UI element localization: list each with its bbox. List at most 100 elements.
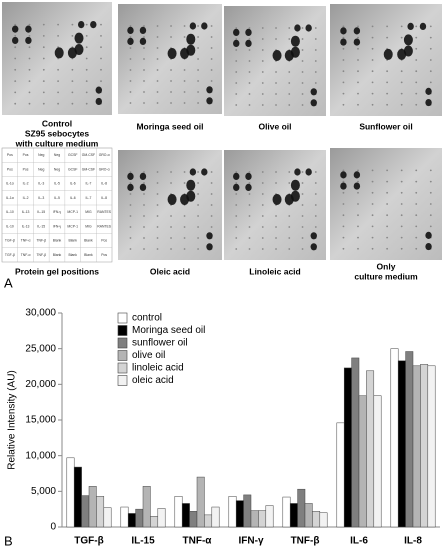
table-cell: MCP-1 (67, 210, 78, 214)
blot-spot (429, 25, 432, 28)
table-cell: GRO-α (99, 153, 110, 157)
blot-spot (210, 226, 213, 228)
blot-spot (353, 171, 361, 179)
blot-spot (143, 193, 145, 195)
blot-spot (183, 69, 186, 71)
blot-spot (143, 69, 145, 71)
blot-spot (357, 25, 359, 28)
table-cell: Blank (84, 239, 93, 243)
blot-spot (85, 46, 88, 49)
blot-spot (189, 168, 197, 176)
blot-spot (301, 27, 304, 29)
blot-spot (170, 182, 172, 184)
blot-spot (290, 190, 300, 202)
blot-spot (248, 104, 251, 106)
blot-spot (183, 182, 186, 184)
table-cell: IL-3 (38, 196, 44, 200)
blot-spot (156, 204, 159, 206)
table-cell: IL-7 (86, 196, 92, 200)
blot-spot (143, 215, 145, 217)
blot-caption: culture medium (354, 271, 418, 281)
blot-spot (143, 237, 145, 239)
blot-spot (357, 236, 359, 239)
blot-spot (235, 182, 238, 184)
bar (73, 466, 82, 528)
blot-image (118, 150, 222, 260)
blot-spot (197, 215, 199, 217)
bar (427, 365, 436, 528)
blot-spot (156, 102, 159, 104)
blot-spot (425, 231, 432, 239)
blot-spot (235, 248, 238, 250)
blot-spot (28, 46, 31, 49)
blot-spot (197, 226, 199, 228)
blot-spot (197, 237, 199, 239)
blot-spot (415, 214, 418, 217)
blot-spot (129, 47, 132, 49)
bar (397, 360, 406, 528)
blot-spot (42, 57, 45, 60)
blot-spot (400, 247, 403, 250)
blot-image (2, 2, 112, 115)
blot-spot (14, 80, 17, 82)
blot-caption: Control (42, 118, 72, 128)
blot-spot (357, 59, 359, 61)
blot-spot (342, 70, 345, 73)
blot-spot (275, 38, 277, 40)
blot-spot (340, 38, 347, 46)
blot-spot (183, 25, 186, 27)
blot-spot (357, 203, 359, 205)
blot-spot (14, 57, 17, 60)
blot-spot (275, 248, 277, 250)
blot-spot (429, 81, 432, 84)
blot-spot (206, 232, 213, 240)
bar (343, 367, 352, 528)
blot-spot (245, 28, 252, 36)
blot-spot (314, 27, 317, 29)
blot-spot (210, 204, 213, 206)
table-cell: TGF-β (5, 239, 15, 243)
blot-spot (235, 93, 238, 95)
blot-spot (371, 81, 374, 84)
blot-spot (156, 36, 159, 38)
blot-spot (342, 236, 345, 239)
blot-spot (314, 215, 317, 217)
blot-spot (419, 22, 427, 30)
blot-spot (357, 247, 359, 250)
blot-caption: Moringa seed oil (136, 121, 203, 131)
blot-spot (248, 38, 251, 40)
blot-spot (386, 25, 389, 28)
blot-spot (233, 172, 240, 180)
blot-spot (310, 243, 317, 251)
blot-spot (85, 102, 88, 105)
bar (351, 357, 360, 528)
blot-spot (371, 247, 374, 250)
blot-spot (288, 104, 291, 106)
blot-spot (28, 91, 31, 94)
blot-spot (183, 248, 186, 250)
table-cell: Neg (38, 153, 44, 157)
legend-label: control (132, 313, 162, 324)
blot-spot (261, 49, 264, 51)
table-cell: IL-13 (22, 210, 30, 214)
blot-spot (127, 37, 134, 46)
table-cell: Pos (101, 253, 107, 257)
table-cell: TNF-β (36, 239, 46, 243)
blot-spot (301, 204, 304, 206)
blot-spot (210, 25, 213, 27)
blot-spot (386, 180, 389, 183)
blot-spot (197, 80, 199, 82)
blot-spot (186, 44, 196, 56)
blot-spot (156, 248, 159, 250)
blot-spot (170, 237, 172, 239)
table-cell: GM-CSF (82, 167, 95, 171)
blot-spot (429, 47, 432, 50)
blot-spot (357, 169, 359, 172)
blot-spot (206, 97, 213, 105)
blot-spot (139, 37, 147, 46)
blot-caption: Oleic acid (150, 266, 190, 276)
blot-spot (129, 69, 132, 71)
blot-spot (275, 27, 277, 29)
blot-spot (129, 36, 132, 38)
